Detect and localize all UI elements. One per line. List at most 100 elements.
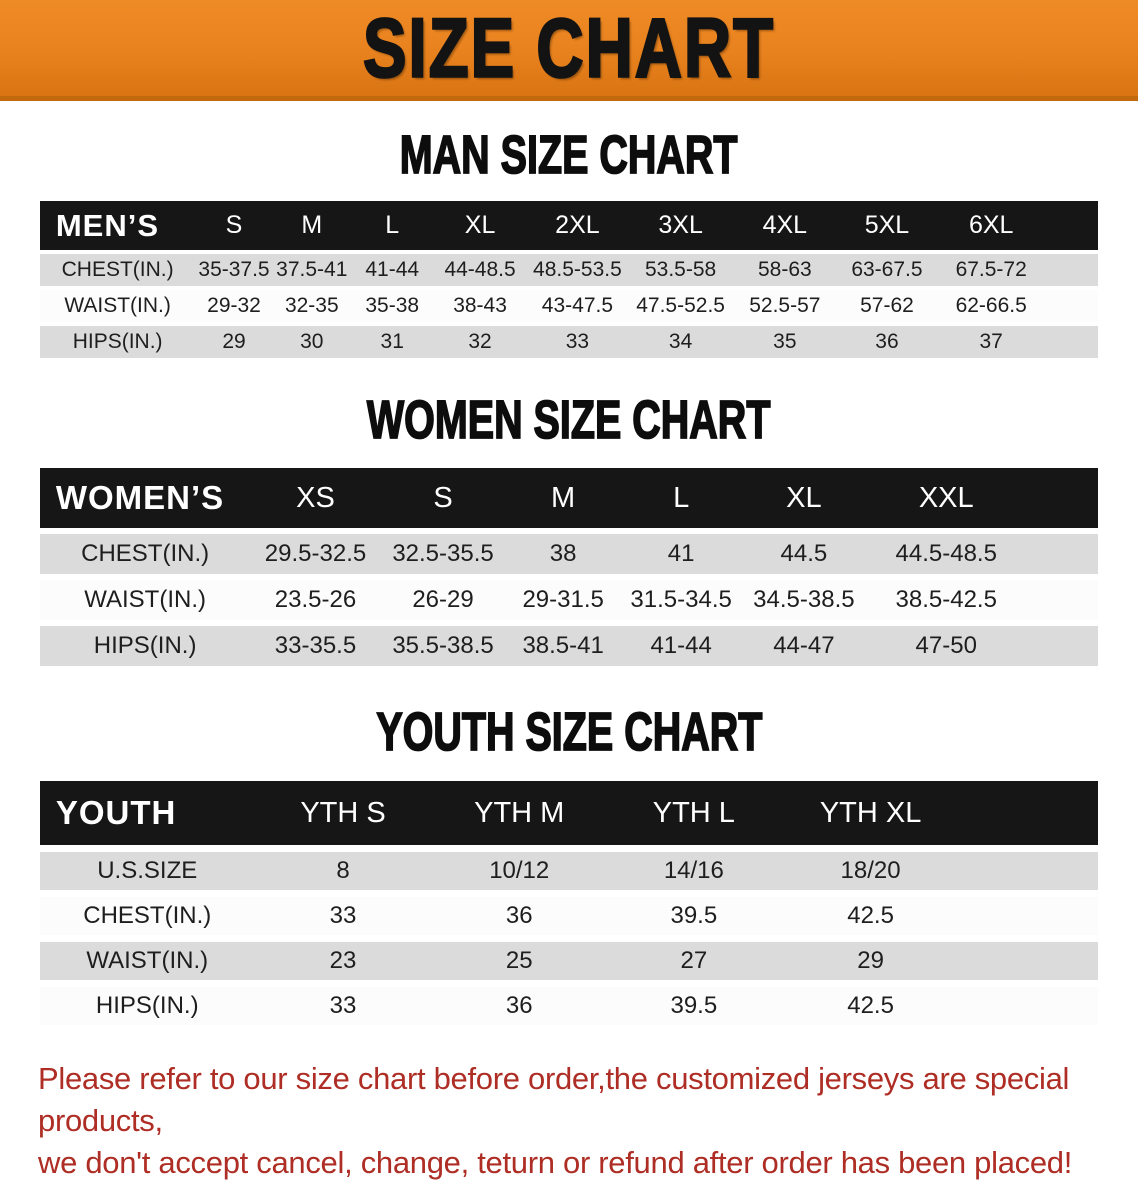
measurement-value: 36 bbox=[431, 897, 608, 935]
measurement-value: 37.5-41 bbox=[272, 254, 351, 286]
measurement-value: 23 bbox=[254, 942, 432, 980]
measurement-row: HIPS(IN.) 29 30 31 32 33 34 35 36 37 bbox=[39, 326, 1099, 358]
measurement-value: 41-44 bbox=[620, 626, 742, 666]
measurement-label: WAIST(IN.) bbox=[39, 942, 255, 980]
man-size-chart-heading: MAN SIZE CHART bbox=[399, 123, 738, 185]
measurement-value: 41 bbox=[620, 534, 742, 574]
measurement-row: U.S.SIZE 8 10/12 14/16 18/20 bbox=[39, 852, 1099, 890]
disclaimer-line-2: we don't accept cancel, change, teturn o… bbox=[38, 1145, 1073, 1180]
men-size-section: MAN SIZE CHART MEN’S S M L XL 2XL 3XL 4XL 5XL 6XL… bbox=[0, 123, 1138, 362]
measurement-value: 35 bbox=[732, 326, 837, 358]
measurement-value: 48.5-53.5 bbox=[526, 254, 629, 286]
measurement-value: 47.5-52.5 bbox=[628, 290, 733, 322]
spacer-cell bbox=[1026, 534, 1099, 574]
measurement-value: 32 bbox=[433, 326, 527, 358]
measurement-value: 31 bbox=[350, 326, 434, 358]
measurement-row: WAIST(IN.) 23.5-26 26-29 29-31.5 31.5-34.5 34… bbox=[39, 580, 1099, 620]
measurement-value: 44-47 bbox=[741, 626, 867, 666]
measurement-value: 8 bbox=[254, 852, 432, 890]
measurement-value: 38.5-41 bbox=[505, 626, 621, 666]
spacer-cell bbox=[960, 852, 1099, 890]
measurement-value: 25 bbox=[431, 942, 608, 980]
spacer-cell bbox=[960, 897, 1099, 935]
measurement-value: 62-66.5 bbox=[937, 290, 1046, 322]
measurement-row: HIPS(IN.) 33-35.5 35.5-38.5 38.5-41 41-44 44-… bbox=[39, 626, 1099, 666]
spacer-cell bbox=[1026, 626, 1099, 666]
size-group-label: MEN’S bbox=[39, 201, 196, 250]
measurement-value: 33 bbox=[526, 326, 629, 358]
size-header-row: WOMEN’S XS S M L XL XXL bbox=[39, 468, 1099, 528]
size-column-header: 3XL bbox=[628, 201, 733, 250]
youth-size-chart-heading: YOUTH SIZE CHART bbox=[375, 700, 763, 762]
measurement-value: 63-67.5 bbox=[836, 254, 938, 286]
measurement-value: 41-44 bbox=[350, 254, 434, 286]
size-column-header: XS bbox=[250, 468, 381, 528]
size-header-row: YOUTH YTH S YTH M YTH L YTH XL bbox=[39, 781, 1099, 845]
measurement-value: 33 bbox=[254, 987, 432, 1025]
measurement-value: 53.5-58 bbox=[628, 254, 733, 286]
size-column-header: YTH M bbox=[431, 781, 608, 845]
size-column-header: M bbox=[505, 468, 621, 528]
size-group-label: YOUTH bbox=[39, 781, 255, 845]
measurement-value: 43-47.5 bbox=[526, 290, 629, 322]
measurement-value: 33-35.5 bbox=[250, 626, 381, 666]
measurement-value: 36 bbox=[836, 326, 938, 358]
measurement-value: 18/20 bbox=[780, 852, 961, 890]
size-header-row: MEN’S S M L XL 2XL 3XL 4XL 5XL 6XL bbox=[39, 201, 1099, 250]
size-column-header: 4XL bbox=[732, 201, 837, 250]
measurement-value: 29-31.5 bbox=[505, 580, 621, 620]
size-column-header: 2XL bbox=[526, 201, 629, 250]
size-column-header: XXL bbox=[866, 468, 1027, 528]
measurement-row: CHEST(IN.) 33 36 39.5 42.5 bbox=[39, 897, 1099, 935]
measurement-value: 38.5-42.5 bbox=[866, 580, 1027, 620]
measurement-value: 44.5-48.5 bbox=[866, 534, 1027, 574]
size-column-header: S bbox=[195, 201, 273, 250]
measurement-value: 34.5-38.5 bbox=[741, 580, 867, 620]
banner-title: SIZE CHART bbox=[362, 0, 776, 96]
measurement-value: 29-32 bbox=[195, 290, 273, 322]
measurement-row: WAIST(IN.) 29-32 32-35 35-38 38-43 43-47.5 47.… bbox=[39, 290, 1099, 322]
size-column-header: XL bbox=[433, 201, 527, 250]
measurement-value: 32-35 bbox=[272, 290, 351, 322]
mens-size-table: MEN’S S M L XL 2XL 3XL 4XL 5XL 6XL CHEST(IN.) 35-37… bbox=[39, 197, 1099, 362]
measurement-row: CHEST(IN.) 29.5-32.5 32.5-35.5 38 41 44.5 44.5… bbox=[39, 534, 1099, 574]
size-column-header: YTH L bbox=[607, 781, 781, 845]
spacer-cell bbox=[1045, 326, 1099, 358]
size-column-header: 5XL bbox=[836, 201, 938, 250]
size-column-header: S bbox=[380, 468, 506, 528]
measurement-value: 52.5-57 bbox=[732, 290, 837, 322]
measurement-label: WAIST(IN.) bbox=[39, 290, 196, 322]
measurement-value: 39.5 bbox=[607, 987, 781, 1025]
measurement-value: 35-37.5 bbox=[195, 254, 273, 286]
measurement-value: 34 bbox=[628, 326, 733, 358]
measurement-label: CHEST(IN.) bbox=[39, 254, 196, 286]
measurement-value: 67.5-72 bbox=[937, 254, 1046, 286]
size-column-header: 6XL bbox=[937, 201, 1046, 250]
measurement-value: 38-43 bbox=[433, 290, 527, 322]
measurement-value: 36 bbox=[431, 987, 608, 1025]
measurement-label: CHEST(IN.) bbox=[39, 534, 251, 574]
youth-size-section: YOUTH SIZE CHART YOUTH YTH S YTH M YTH L YTH… bbox=[0, 700, 1138, 1032]
size-column-header: XL bbox=[741, 468, 867, 528]
measurement-row: WAIST(IN.) 23 25 27 29 bbox=[39, 942, 1099, 980]
disclaimer-line-1: Please refer to our size chart before or… bbox=[38, 1061, 1070, 1138]
measurement-value: 37 bbox=[937, 326, 1046, 358]
size-column-header: L bbox=[620, 468, 742, 528]
measurement-value: 10/12 bbox=[431, 852, 608, 890]
measurement-value: 57-62 bbox=[836, 290, 938, 322]
measurement-value: 23.5-26 bbox=[250, 580, 381, 620]
measurement-label: WAIST(IN.) bbox=[39, 580, 251, 620]
measurement-value: 29 bbox=[780, 942, 961, 980]
size-column-header: M bbox=[272, 201, 351, 250]
measurement-value: 58-63 bbox=[732, 254, 837, 286]
women-size-section: WOMEN SIZE CHART WOMEN’S XS S M L XL XXL CHEST(… bbox=[0, 388, 1138, 672]
measurement-value: 27 bbox=[607, 942, 781, 980]
measurement-value: 42.5 bbox=[780, 987, 961, 1025]
measurement-row: HIPS(IN.) 33 36 39.5 42.5 bbox=[39, 987, 1099, 1025]
spacer-cell bbox=[1045, 201, 1099, 250]
measurement-value: 31.5-34.5 bbox=[620, 580, 742, 620]
spacer-cell bbox=[960, 987, 1099, 1025]
women-size-chart-heading: WOMEN SIZE CHART bbox=[367, 388, 772, 450]
measurement-value: 29 bbox=[195, 326, 273, 358]
